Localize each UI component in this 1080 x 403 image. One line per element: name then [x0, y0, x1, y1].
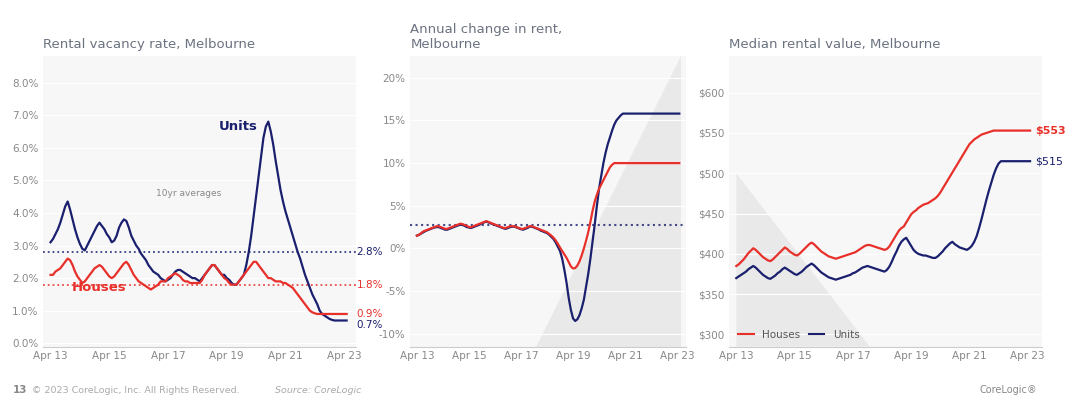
- Text: Units: Units: [218, 120, 257, 133]
- Text: 10yr averages: 10yr averages: [156, 189, 221, 198]
- Text: 0.9%: 0.9%: [356, 309, 382, 319]
- Legend: Houses, Units: Houses, Units: [734, 326, 864, 344]
- Text: 1.8%: 1.8%: [356, 280, 383, 290]
- Text: Median rental value, Melbourne: Median rental value, Melbourne: [729, 38, 941, 51]
- Text: $553: $553: [1035, 126, 1066, 135]
- Text: Annual change in rent,
Melbourne: Annual change in rent, Melbourne: [410, 23, 563, 51]
- Text: © 2023 CoreLogic, Inc. All Rights Reserved.: © 2023 CoreLogic, Inc. All Rights Reserv…: [32, 386, 240, 395]
- Text: CoreLogic®: CoreLogic®: [980, 385, 1037, 395]
- Text: 0.7%: 0.7%: [356, 320, 382, 330]
- Text: 2.8%: 2.8%: [356, 247, 383, 257]
- Text: $515: $515: [1035, 156, 1063, 166]
- Text: Houses: Houses: [71, 281, 126, 295]
- Polygon shape: [536, 56, 681, 347]
- Polygon shape: [737, 173, 869, 347]
- Text: Rental vacancy rate, Melbourne: Rental vacancy rate, Melbourne: [43, 38, 255, 51]
- Text: Source: CoreLogic: Source: CoreLogic: [275, 386, 362, 395]
- Text: 13: 13: [13, 385, 27, 395]
